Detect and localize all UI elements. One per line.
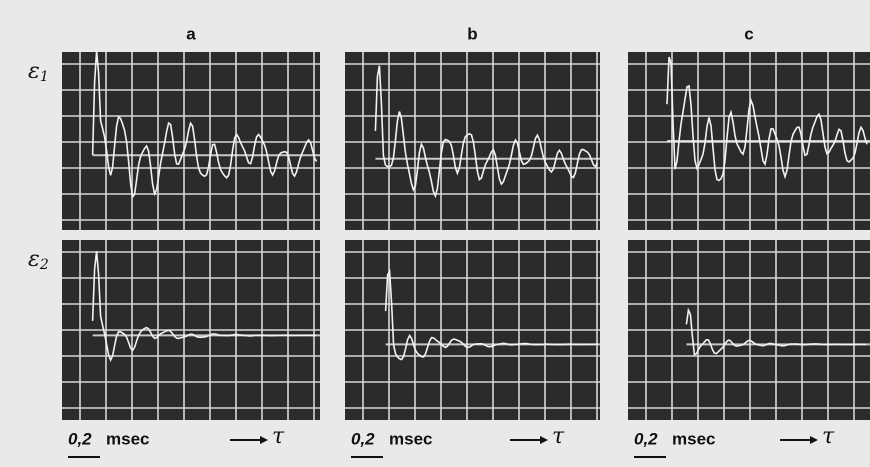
- row-label: ε1: [28, 59, 49, 85]
- scale-unit: msec: [672, 429, 715, 448]
- time-arrow-head: [540, 436, 548, 444]
- signal-trace: [91, 50, 318, 200]
- scale-value: 0,2: [351, 429, 375, 448]
- oscillogram: [628, 52, 870, 230]
- scale-unit: msec: [389, 429, 432, 448]
- scale-value: 0,2: [634, 429, 658, 448]
- time-arrow-head: [810, 436, 818, 444]
- column-label: a: [186, 24, 196, 43]
- row-index: 2: [39, 257, 49, 273]
- oscillogram: [628, 240, 870, 420]
- panels: [62, 50, 870, 420]
- row-label: ε2: [28, 247, 49, 273]
- oscillogram: [62, 240, 320, 420]
- signal-trace: [685, 307, 867, 356]
- column-label: b: [467, 24, 477, 43]
- oscillogram: [345, 52, 600, 230]
- time-axis-label: τ: [272, 424, 285, 449]
- scale-value: 0,2: [68, 429, 92, 448]
- column-label: c: [744, 24, 753, 43]
- time-axis-label: τ: [822, 424, 835, 449]
- signal-trace: [384, 268, 598, 361]
- signal-trace: [374, 65, 599, 199]
- scale-unit: msec: [106, 429, 149, 448]
- row-symbol: ε: [28, 59, 40, 84]
- time-axis-label: τ: [552, 424, 565, 449]
- signal-trace: [666, 56, 868, 182]
- screen: [62, 52, 320, 230]
- time-arrow-head: [260, 436, 268, 444]
- oscillogram: [62, 50, 320, 230]
- row-index: 1: [40, 69, 49, 85]
- row-symbol: ε: [28, 247, 40, 272]
- signal-trace: [91, 251, 317, 362]
- oscillogram: [345, 240, 600, 420]
